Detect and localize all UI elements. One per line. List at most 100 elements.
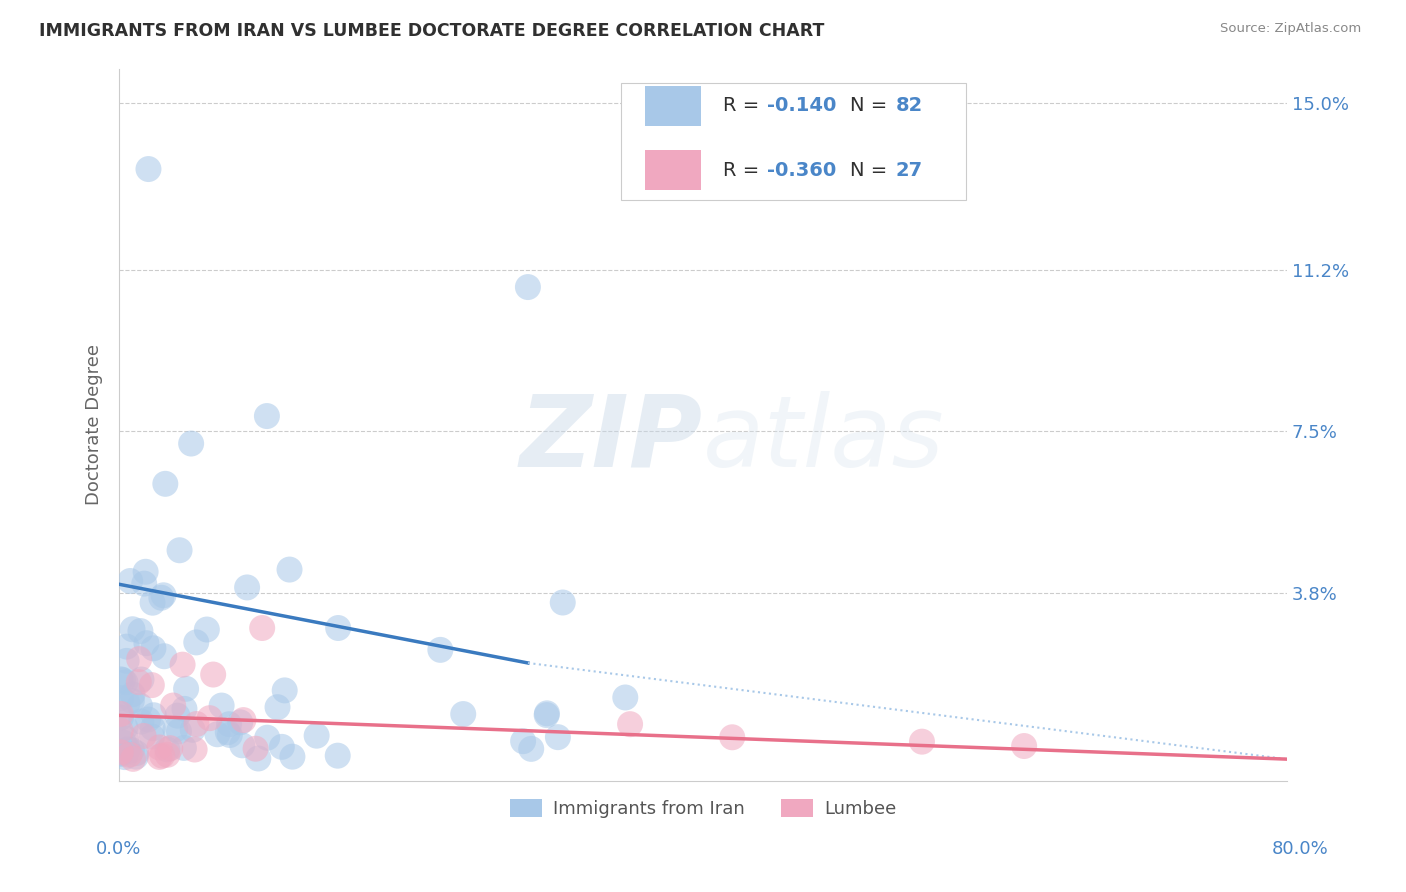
- Point: [128, 675, 150, 690]
- Point: [520, 742, 543, 756]
- Point: [180, 436, 202, 450]
- Point: [186, 635, 208, 649]
- Point: [114, 675, 136, 690]
- Point: [167, 724, 190, 739]
- Point: [128, 652, 150, 666]
- Point: [152, 588, 174, 602]
- Point: [122, 752, 145, 766]
- Point: [202, 667, 225, 681]
- Point: [121, 622, 143, 636]
- Point: [236, 581, 259, 595]
- FancyBboxPatch shape: [621, 83, 966, 201]
- Point: [256, 409, 278, 423]
- Point: [110, 673, 132, 687]
- Point: [166, 708, 188, 723]
- Point: [125, 749, 148, 764]
- Point: [114, 750, 136, 764]
- Point: [250, 621, 273, 635]
- Point: [135, 636, 157, 650]
- Point: [614, 690, 637, 705]
- Point: [174, 681, 197, 696]
- Point: [231, 739, 253, 753]
- Point: [141, 730, 163, 744]
- Point: [232, 713, 254, 727]
- Point: [218, 717, 240, 731]
- Point: [150, 591, 173, 605]
- Point: [129, 714, 152, 729]
- Point: [207, 727, 229, 741]
- Point: [155, 476, 177, 491]
- Point: [115, 640, 138, 654]
- Point: [516, 280, 538, 294]
- Point: [211, 698, 233, 713]
- Point: [110, 691, 132, 706]
- Text: -0.360: -0.360: [768, 161, 837, 180]
- Point: [131, 673, 153, 687]
- Point: [110, 745, 132, 759]
- FancyBboxPatch shape: [645, 151, 700, 190]
- Text: atlas: atlas: [703, 391, 945, 488]
- Text: ZIP: ZIP: [520, 391, 703, 488]
- Text: 80.0%: 80.0%: [1272, 840, 1329, 858]
- Point: [165, 723, 187, 737]
- FancyBboxPatch shape: [645, 86, 700, 126]
- Point: [278, 563, 301, 577]
- Point: [125, 746, 148, 760]
- Legend: Immigrants from Iran, Lumbee: Immigrants from Iran, Lumbee: [502, 791, 904, 825]
- Point: [142, 721, 165, 735]
- Point: [198, 711, 221, 725]
- Point: [173, 740, 195, 755]
- Point: [429, 643, 451, 657]
- Point: [117, 696, 139, 710]
- Point: [305, 729, 328, 743]
- Point: [114, 721, 136, 735]
- Point: [120, 574, 142, 588]
- Point: [266, 700, 288, 714]
- Point: [159, 741, 181, 756]
- Point: [135, 565, 157, 579]
- Point: [121, 687, 143, 701]
- Point: [181, 723, 204, 737]
- Point: [148, 740, 170, 755]
- Point: [536, 706, 558, 721]
- Point: [547, 730, 569, 744]
- Point: [326, 748, 349, 763]
- Point: [112, 736, 135, 750]
- Text: N =: N =: [851, 161, 894, 180]
- Point: [619, 717, 641, 731]
- Point: [512, 734, 534, 748]
- Point: [156, 747, 179, 762]
- Point: [536, 708, 558, 723]
- Point: [129, 624, 152, 638]
- Point: [156, 742, 179, 756]
- Point: [141, 678, 163, 692]
- Point: [721, 731, 744, 745]
- Y-axis label: Doctorate Degree: Doctorate Degree: [86, 344, 103, 505]
- Point: [186, 717, 208, 731]
- Text: 27: 27: [896, 161, 922, 180]
- Text: R =: R =: [723, 96, 765, 115]
- Point: [118, 747, 141, 762]
- Point: [217, 725, 239, 739]
- Text: N =: N =: [851, 96, 894, 115]
- Point: [150, 748, 173, 763]
- Point: [148, 750, 170, 764]
- Point: [551, 595, 574, 609]
- Point: [110, 747, 132, 761]
- Point: [110, 723, 132, 738]
- Point: [173, 702, 195, 716]
- Point: [169, 543, 191, 558]
- Point: [136, 713, 159, 727]
- Text: 82: 82: [896, 96, 922, 115]
- Point: [129, 698, 152, 713]
- Point: [110, 710, 132, 724]
- Point: [115, 654, 138, 668]
- Point: [183, 742, 205, 756]
- Point: [229, 715, 252, 730]
- Point: [142, 708, 165, 723]
- Point: [142, 596, 165, 610]
- Point: [117, 742, 139, 756]
- Point: [138, 162, 160, 177]
- Point: [115, 731, 138, 746]
- Point: [270, 739, 292, 754]
